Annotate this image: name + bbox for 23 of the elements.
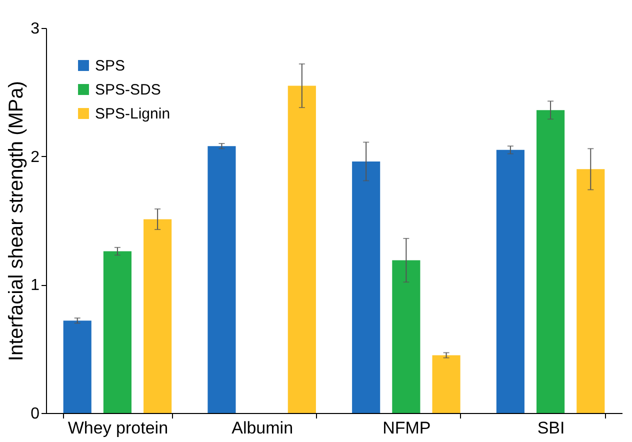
- x-tick-label: Whey protein: [68, 418, 168, 438]
- y-tick-label: 2: [30, 148, 40, 166]
- legend-label: SPS: [95, 58, 126, 74]
- bar: [288, 86, 316, 413]
- bar: [103, 251, 132, 413]
- y-tick-label: 0: [30, 406, 40, 422]
- bar: [496, 150, 524, 413]
- bar: [392, 260, 420, 413]
- bar: [63, 320, 92, 413]
- bar: [352, 161, 380, 413]
- bar: [144, 219, 172, 413]
- y-axis-title: Interfacial shear strength (MPa): [6, 80, 28, 362]
- bar: [536, 110, 565, 413]
- bar: [432, 355, 460, 413]
- y-tick-label: 1: [30, 277, 40, 294]
- legend-label: SPS-SDS: [95, 82, 161, 98]
- bar: [208, 146, 236, 413]
- bar: [576, 169, 605, 413]
- legend-label: SPS-Lignin: [95, 106, 170, 122]
- x-tick-label: SBI: [537, 418, 565, 438]
- x-tick-label: NFMP: [382, 418, 431, 438]
- x-tick-label: Albumin: [232, 418, 294, 438]
- y-tick-label: 3: [30, 20, 40, 38]
